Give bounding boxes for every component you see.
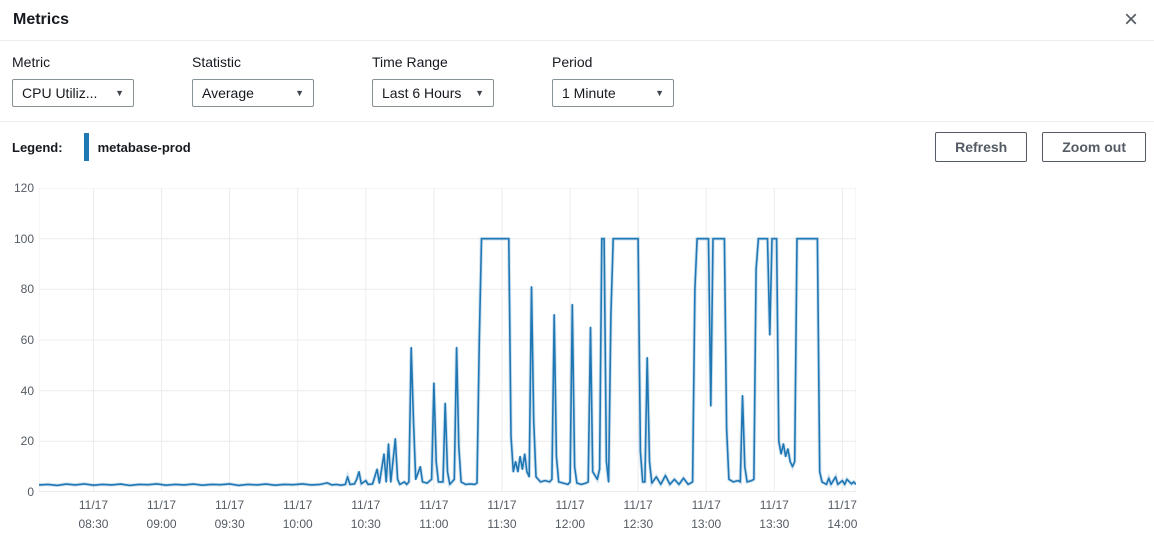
y-axis-label: 20 bbox=[20, 434, 34, 449]
period-dropdown-value: 1 Minute bbox=[562, 85, 616, 101]
x-axis-label: 11/17 11:30 bbox=[487, 498, 517, 531]
x-axis-label: 11/17 11:00 bbox=[419, 498, 449, 531]
chevron-down-icon: ▼ bbox=[115, 88, 124, 98]
x-axis-label: 11/17 12:30 bbox=[623, 498, 654, 531]
time-range-control: Time Range Last 6 Hours ▼ bbox=[372, 54, 552, 107]
x-axis-label: 11/17 13:30 bbox=[759, 498, 790, 531]
x-axis-label: 11/17 14:00 bbox=[827, 498, 858, 531]
legend-series-name: metabase-prod bbox=[97, 139, 191, 155]
y-axis-label: 100 bbox=[13, 231, 34, 246]
y-axis-label: 120 bbox=[13, 181, 34, 195]
chevron-down-icon: ▼ bbox=[475, 88, 484, 98]
statistic-dropdown-value: Average bbox=[202, 85, 254, 101]
y-axis-label: 0 bbox=[27, 485, 34, 499]
y-axis-label: 60 bbox=[20, 333, 34, 347]
y-axis: 0 20 40 60 80 100 120 bbox=[12, 181, 34, 499]
legend-label: Legend: bbox=[12, 139, 63, 155]
chart-svg bbox=[38, 187, 858, 493]
metric-dropdown[interactable]: CPU Utiliz... ▼ bbox=[12, 79, 134, 107]
time-range-label: Time Range bbox=[372, 54, 448, 70]
time-range-dropdown-value: Last 6 Hours bbox=[382, 85, 462, 101]
x-axis-label: 11/17 13:00 bbox=[691, 498, 722, 531]
chevron-down-icon: ▼ bbox=[295, 88, 304, 98]
time-range-dropdown[interactable]: Last 6 Hours ▼ bbox=[372, 79, 494, 107]
page-title: Metrics bbox=[13, 11, 70, 28]
x-axis-label: 11/17 10:30 bbox=[350, 498, 381, 531]
x-axis-label: 11/17 12:00 bbox=[555, 498, 586, 531]
legend-color-swatch bbox=[83, 133, 89, 161]
close-icon[interactable]: × bbox=[1123, 6, 1138, 33]
y-axis-label: 40 bbox=[20, 383, 34, 398]
zoom-out-button[interactable]: Zoom out bbox=[1042, 132, 1146, 162]
legend-row: Legend: metabase-prod Refresh Zoom out bbox=[0, 122, 1154, 178]
statistic-control: Statistic Average ▼ bbox=[192, 54, 372, 107]
x-axis-label: 11/17 09:00 bbox=[146, 498, 177, 531]
cpu-utilization-chart: 0 20 40 60 80 100 120 11/17 08:30 11/17 09:00 11/1… bbox=[12, 181, 872, 536]
series-line bbox=[38, 237, 857, 487]
metric-label: Metric bbox=[12, 54, 51, 70]
controls-bar: Metric CPU Utiliz... ▼ Statistic Average… bbox=[0, 41, 1154, 122]
y-axis-label: 80 bbox=[20, 282, 34, 297]
x-axis: 11/17 08:30 11/17 09:00 11/17 09:30 11/17 10:00… bbox=[39, 492, 872, 536]
period-label: Period bbox=[552, 54, 593, 70]
x-axis-label: 11/17 08:30 bbox=[78, 498, 109, 531]
chevron-down-icon: ▼ bbox=[655, 88, 664, 98]
refresh-button[interactable]: Refresh bbox=[935, 132, 1028, 162]
chart-plot-area[interactable] bbox=[38, 187, 858, 493]
period-control: Period 1 Minute ▼ bbox=[552, 54, 732, 107]
metric-dropdown-value: CPU Utiliz... bbox=[22, 85, 98, 101]
period-dropdown[interactable]: 1 Minute ▼ bbox=[552, 79, 674, 107]
statistic-label: Statistic bbox=[192, 54, 242, 70]
panel-header: Metrics × bbox=[0, 0, 1154, 41]
x-axis-label: 11/17 10:00 bbox=[282, 498, 313, 531]
metric-control: Metric CPU Utiliz... ▼ bbox=[12, 54, 192, 107]
statistic-dropdown[interactable]: Average ▼ bbox=[192, 79, 314, 107]
x-axis-label: 11/17 09:30 bbox=[214, 498, 245, 531]
